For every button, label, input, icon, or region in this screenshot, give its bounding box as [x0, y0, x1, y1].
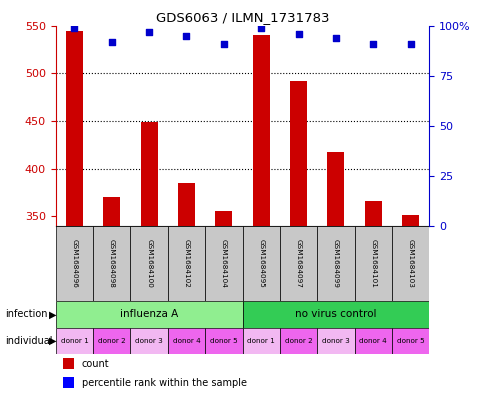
Bar — [252, 35, 269, 226]
Bar — [130, 226, 167, 301]
Point — [257, 24, 265, 31]
Text: GSM1684095: GSM1684095 — [257, 239, 264, 288]
Bar — [401, 215, 418, 226]
Bar — [93, 226, 130, 301]
Text: GSM1684098: GSM1684098 — [108, 239, 115, 288]
Bar — [140, 122, 157, 226]
Bar — [178, 183, 195, 226]
Bar — [279, 226, 317, 301]
Bar — [354, 328, 391, 354]
Bar — [364, 201, 381, 226]
Text: donor 5: donor 5 — [396, 338, 424, 344]
Bar — [56, 301, 242, 328]
Bar — [205, 226, 242, 301]
Text: donor 4: donor 4 — [359, 338, 386, 344]
Bar — [63, 377, 74, 388]
Bar — [242, 226, 279, 301]
Text: donor 5: donor 5 — [210, 338, 237, 344]
Text: donor 3: donor 3 — [321, 338, 349, 344]
Text: GSM1684104: GSM1684104 — [220, 239, 227, 288]
Text: percentile rank within the sample: percentile rank within the sample — [82, 378, 246, 388]
Text: GSM1684099: GSM1684099 — [332, 239, 338, 288]
Text: no virus control: no virus control — [294, 309, 376, 320]
Point — [145, 28, 153, 35]
Point — [107, 39, 115, 45]
Bar — [56, 328, 93, 354]
Bar — [391, 226, 428, 301]
Text: influenza A: influenza A — [120, 309, 178, 320]
Text: ▶: ▶ — [48, 309, 56, 320]
Bar — [205, 328, 242, 354]
Text: GSM1684096: GSM1684096 — [71, 239, 77, 288]
Bar — [93, 328, 130, 354]
Bar — [354, 226, 391, 301]
Bar — [289, 81, 306, 226]
Bar — [215, 211, 232, 226]
Text: infection: infection — [5, 309, 47, 320]
Text: individual: individual — [5, 336, 52, 346]
Bar — [242, 301, 428, 328]
Bar — [317, 328, 354, 354]
Text: GSM1684101: GSM1684101 — [369, 239, 376, 288]
Bar — [103, 197, 120, 226]
Title: GDS6063 / ILMN_1731783: GDS6063 / ILMN_1731783 — [155, 11, 329, 24]
Bar — [391, 328, 428, 354]
Bar — [327, 152, 344, 226]
Bar — [66, 31, 83, 226]
Text: GSM1684100: GSM1684100 — [146, 239, 152, 288]
Text: donor 3: donor 3 — [135, 338, 163, 344]
Text: donor 1: donor 1 — [247, 338, 274, 344]
Text: donor 2: donor 2 — [98, 338, 125, 344]
Text: count: count — [82, 359, 109, 369]
Bar — [167, 226, 205, 301]
Point — [331, 35, 339, 41]
Text: donor 2: donor 2 — [284, 338, 312, 344]
Point — [71, 24, 78, 31]
Text: GSM1684103: GSM1684103 — [407, 239, 413, 288]
Bar — [130, 328, 167, 354]
Bar — [167, 328, 205, 354]
Bar — [63, 358, 74, 369]
Point — [182, 32, 190, 39]
Text: ▶: ▶ — [48, 336, 56, 346]
Text: donor 1: donor 1 — [60, 338, 88, 344]
Bar — [317, 226, 354, 301]
Point — [294, 30, 302, 37]
Bar — [56, 226, 93, 301]
Point — [219, 40, 227, 47]
Point — [406, 40, 413, 47]
Bar — [279, 328, 317, 354]
Point — [369, 40, 377, 47]
Text: GSM1684097: GSM1684097 — [295, 239, 301, 288]
Bar — [242, 328, 279, 354]
Text: GSM1684102: GSM1684102 — [183, 239, 189, 288]
Text: donor 4: donor 4 — [172, 338, 200, 344]
